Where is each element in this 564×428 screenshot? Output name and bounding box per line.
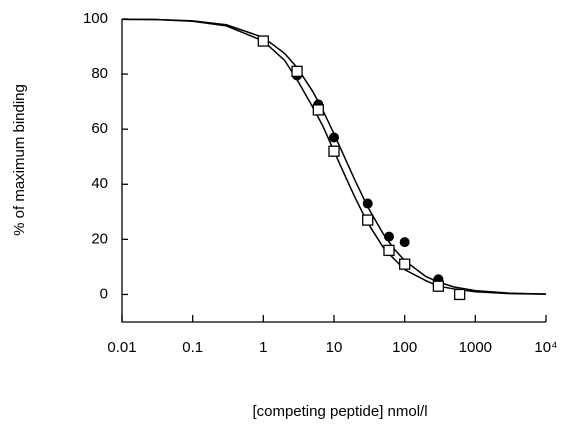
x-tick-label: 10 xyxy=(326,339,343,356)
data-point xyxy=(454,288,466,301)
axes xyxy=(121,19,546,323)
data-point xyxy=(362,214,374,226)
x-tick-label: 1 xyxy=(259,339,267,356)
data-point xyxy=(362,198,373,209)
fit-curve xyxy=(121,18,547,295)
y-axis-label: % of maximum binding xyxy=(11,84,28,236)
x-tick-label: 0.01 xyxy=(107,339,136,356)
data-point xyxy=(383,244,395,257)
y-tick-label: 0 xyxy=(100,285,108,302)
data-point xyxy=(291,65,303,77)
data-point xyxy=(328,145,340,157)
data-point xyxy=(399,258,411,270)
x-tick-label: 10⁴ xyxy=(534,339,557,356)
y-tick-label: 40 xyxy=(91,175,108,192)
data-point xyxy=(329,132,339,143)
data-point xyxy=(383,231,394,242)
fit-curve xyxy=(121,18,547,295)
y-tick-label: 80 xyxy=(91,65,108,82)
data-point xyxy=(399,237,410,248)
x-tick-label: 1000 xyxy=(459,339,492,356)
data-point xyxy=(312,104,324,116)
y-tick-label: 100 xyxy=(83,10,108,27)
x-axis-label: [competing peptide] nmol/l xyxy=(252,403,427,420)
x-tick-label: 100 xyxy=(392,339,417,356)
y-tick-label: 60 xyxy=(91,120,108,137)
data-point xyxy=(257,35,269,47)
y-tick-label: 20 xyxy=(91,230,108,247)
data-point xyxy=(432,280,445,292)
x-tick-label: 0.1 xyxy=(182,339,203,356)
